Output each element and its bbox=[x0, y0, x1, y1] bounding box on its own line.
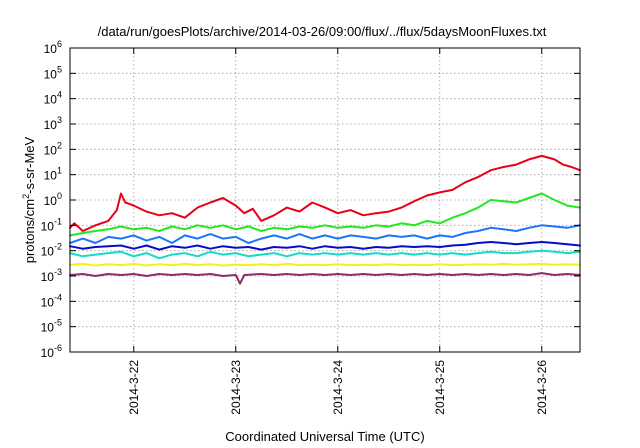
y-tick-label: 104 bbox=[44, 90, 62, 107]
y-tick-label: 10-2 bbox=[41, 242, 62, 259]
y-tick-base: 10 bbox=[44, 194, 58, 208]
x-tick-label: 2014-3-22 bbox=[127, 360, 141, 415]
y-tick-exponent: 0 bbox=[57, 191, 62, 201]
y-tick-base: 10 bbox=[41, 295, 55, 309]
y-tick-base: 10 bbox=[44, 67, 58, 81]
y-tick-label: 106 bbox=[44, 39, 62, 56]
y-axis-label-pre: protons/cm bbox=[22, 199, 37, 263]
chart-title: /data/run/goesPlots/archive/2014-03-26/0… bbox=[98, 24, 547, 39]
y-tick-exponent: -4 bbox=[54, 292, 62, 302]
y-tick-label: 10-6 bbox=[41, 343, 62, 360]
y-tick-label: 102 bbox=[44, 140, 62, 157]
grid bbox=[70, 48, 580, 352]
series-line-4 bbox=[69, 241, 581, 251]
x-tick-label: 2014-3-23 bbox=[229, 360, 243, 415]
y-axis-label: protons/cm2-s-sr-MeV bbox=[21, 136, 37, 263]
y-tick-exponent: 2 bbox=[57, 140, 62, 150]
series-line-2 bbox=[69, 192, 581, 237]
y-tick-label: 103 bbox=[44, 115, 62, 132]
series-lines bbox=[69, 154, 581, 285]
y-tick-base: 10 bbox=[41, 219, 55, 233]
y-tick-label: 10-5 bbox=[41, 318, 62, 335]
y-tick-exponent: 3 bbox=[57, 115, 62, 125]
y-tick-exponent: -2 bbox=[54, 242, 62, 252]
y-tick-base: 10 bbox=[41, 245, 55, 259]
y-axis-label-post: -s-sr-MeV bbox=[22, 136, 37, 193]
x-tick-labels: 2014-3-22 2014-3-23 2014-3-24 2014-3-25 2014… bbox=[127, 360, 549, 415]
y-tick-exponent: -3 bbox=[54, 267, 62, 277]
y-tick-label: 100 bbox=[44, 191, 62, 208]
y-tick-labels: 10-610-510-410-310-210-11001011021031041… bbox=[41, 39, 62, 360]
y-tick-exponent: 4 bbox=[57, 90, 62, 100]
y-tick-label: 10-3 bbox=[41, 267, 62, 284]
y-tick-label: 10-4 bbox=[41, 292, 62, 309]
x-tick-label: 2014-3-25 bbox=[433, 360, 447, 415]
y-tick-exponent: -6 bbox=[54, 343, 62, 353]
y-tick-exponent: 1 bbox=[57, 166, 62, 176]
y-tick-label: 10-1 bbox=[41, 216, 62, 233]
series-line-7 bbox=[69, 272, 581, 285]
y-tick-exponent: -1 bbox=[54, 216, 62, 226]
x-tick-label: 2014-3-26 bbox=[535, 360, 549, 415]
y-tick-exponent: -5 bbox=[54, 318, 62, 328]
y-tick-exponent: 5 bbox=[57, 64, 62, 74]
y-tick-label: 101 bbox=[44, 166, 62, 183]
y-tick-base: 10 bbox=[41, 346, 55, 360]
y-tick-base: 10 bbox=[44, 118, 58, 132]
x-axis-label: Coordinated Universal Time (UTC) bbox=[225, 429, 424, 444]
y-tick-base: 10 bbox=[44, 42, 58, 56]
axis-ticks bbox=[70, 47, 580, 353]
series-line-5 bbox=[69, 249, 581, 260]
x-tick-label: 2014-3-24 bbox=[331, 360, 345, 415]
series-line-3 bbox=[69, 224, 581, 244]
y-tick-base: 10 bbox=[41, 270, 55, 284]
series-line-1 bbox=[69, 154, 581, 232]
y-tick-base: 10 bbox=[44, 169, 58, 183]
y-axis-label-sup: 2 bbox=[21, 194, 31, 199]
y-tick-base: 10 bbox=[44, 93, 58, 107]
y-tick-base: 10 bbox=[41, 321, 55, 335]
y-tick-base: 10 bbox=[44, 143, 58, 157]
y-tick-label: 105 bbox=[44, 64, 62, 81]
series-line-6 bbox=[69, 262, 581, 267]
y-tick-exponent: 6 bbox=[57, 39, 62, 49]
